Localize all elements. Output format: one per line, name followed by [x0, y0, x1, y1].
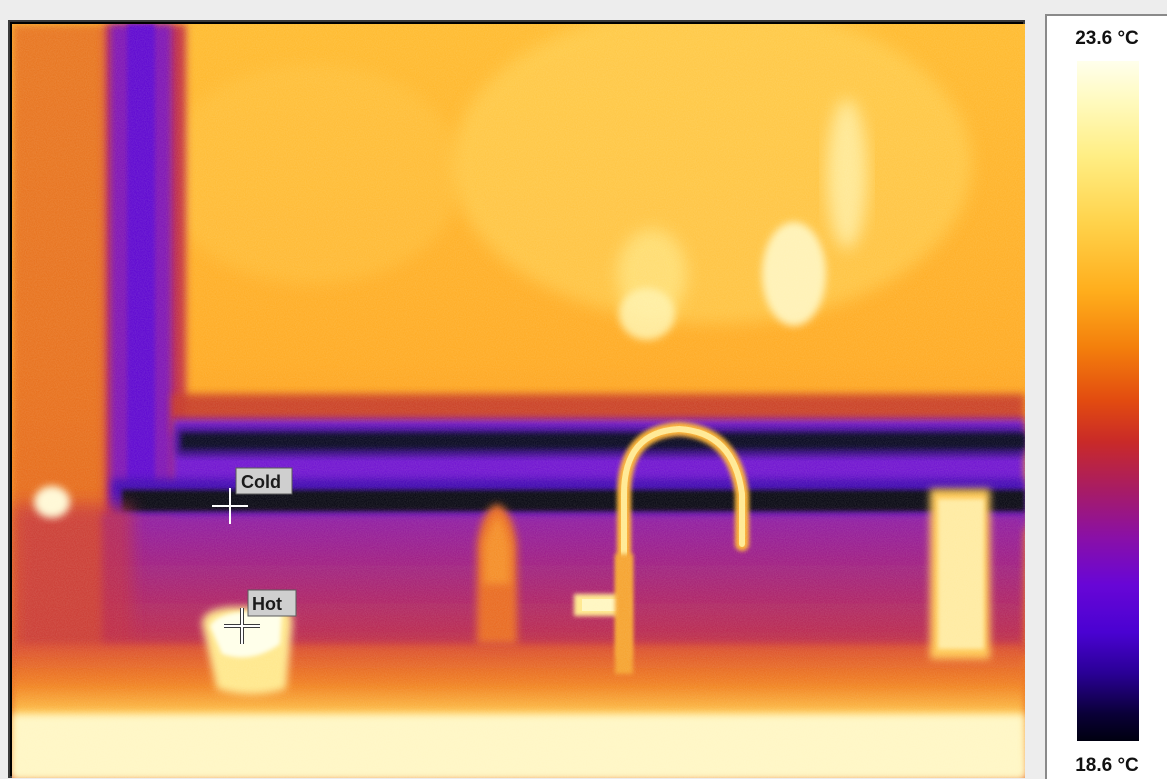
- temperature-scale-panel: 23.6 °C 18.6 °C: [1045, 14, 1167, 779]
- cold-label: Cold: [241, 472, 281, 492]
- temperature-colorbar: [1077, 61, 1139, 741]
- scale-min-label: 18.6 °C: [1075, 755, 1139, 776]
- thermal-image-frame: Cold Hot: [8, 20, 1025, 778]
- hot-marker[interactable]: Hot: [224, 589, 297, 644]
- hot-label: Hot: [252, 594, 282, 614]
- hot-label-box: [247, 589, 297, 617]
- scale-max-label: 23.6 °C: [1075, 28, 1139, 49]
- cold-marker[interactable]: Cold: [212, 467, 293, 524]
- thermal-image[interactable]: Cold Hot: [12, 24, 1025, 778]
- cold-label-box: [235, 467, 293, 495]
